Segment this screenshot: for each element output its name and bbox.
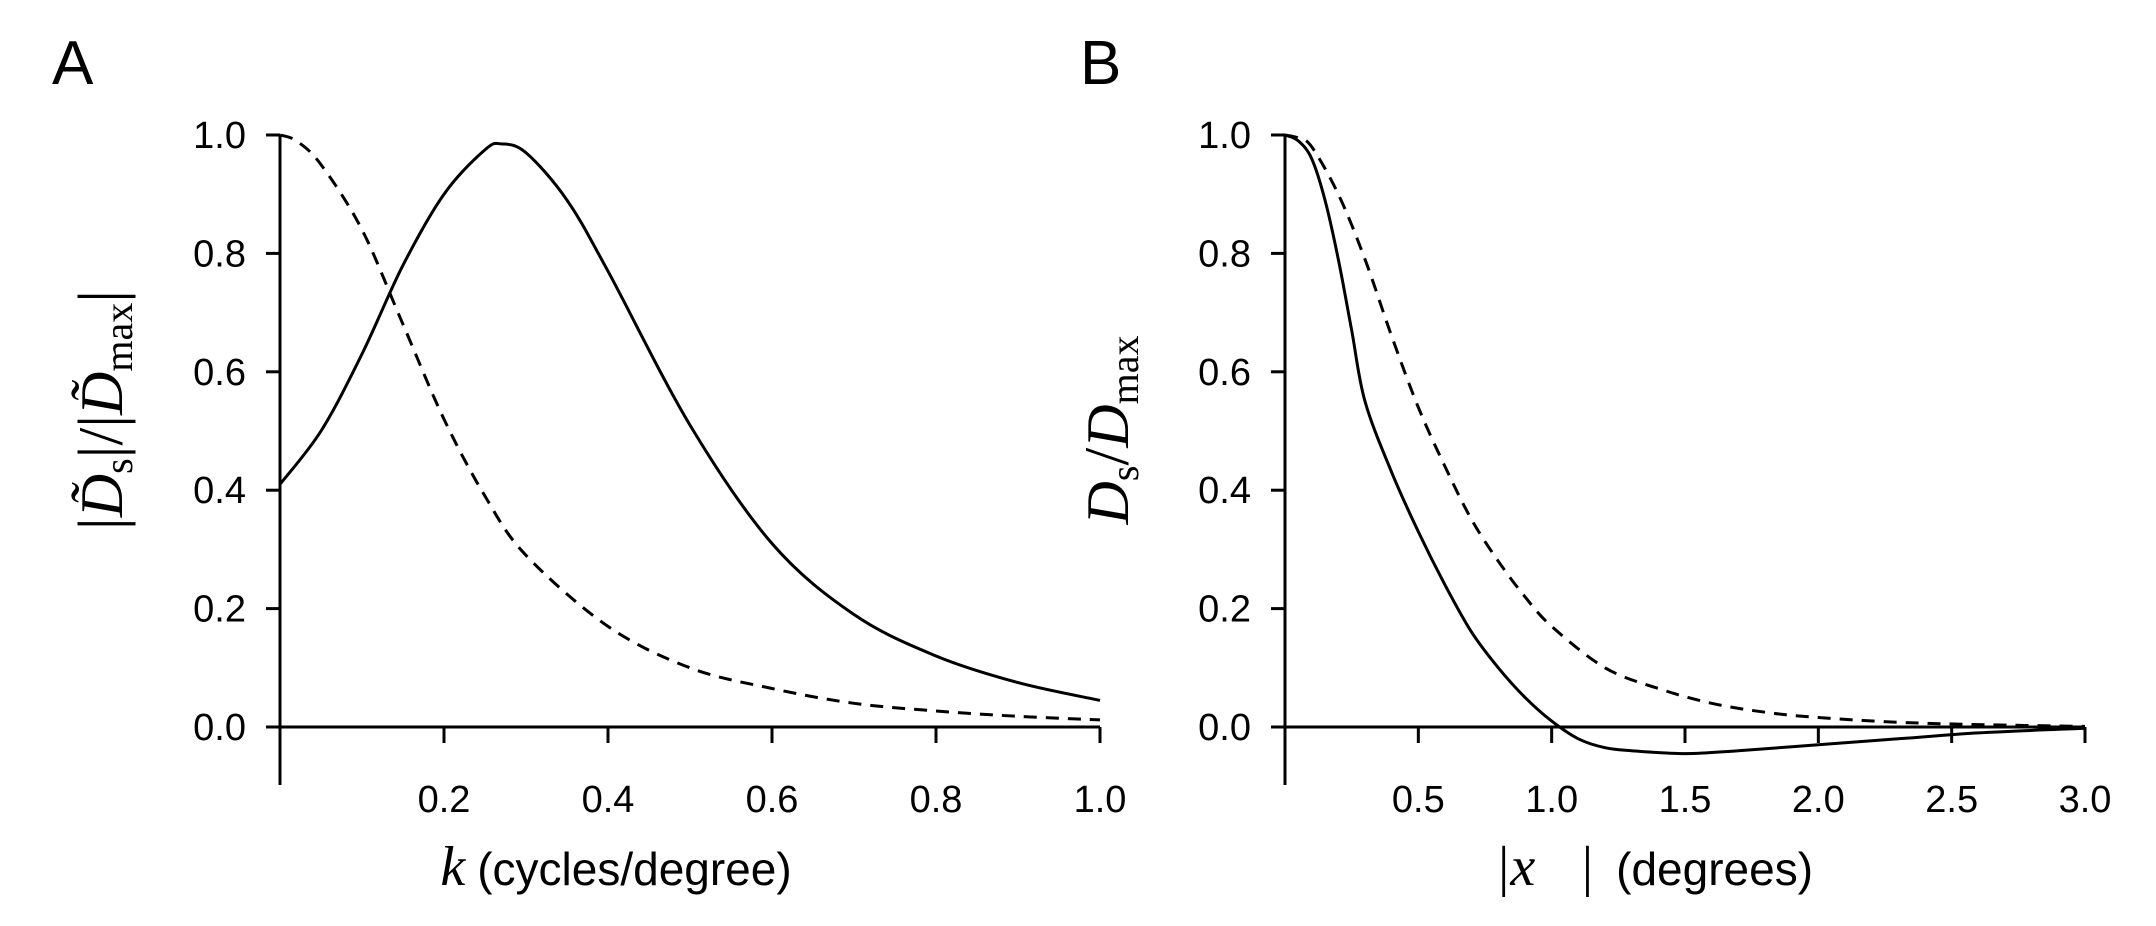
panel-a-label: A bbox=[52, 29, 94, 98]
panel-a-x-tick-label: 0.8 bbox=[910, 779, 963, 821]
panel-b-x-axis: 0.5 1.0 1.5 2.0 2.5 3.0 bbox=[1392, 727, 2111, 821]
panel-a-y-tick-label: 0.6 bbox=[193, 352, 246, 394]
panel-a-series-solid bbox=[278, 141, 1101, 702]
panel-b-y-tick-label: 0.8 bbox=[1198, 233, 1251, 275]
panel-b-x-tick-label: 1.0 bbox=[1525, 779, 1578, 821]
panel-b-y-axis: 0.0 0.2 0.4 0.6 0.8 1.0 bbox=[1198, 115, 2085, 785]
panel-b-y-tick-label: 1.0 bbox=[1198, 115, 1251, 157]
panel-b-curves bbox=[1284, 133, 2086, 756]
panel-a: A 0.0 0.2 0.4 0.6 0.8 1.0 0.2 0.4 0.6 0.8 1.0 |D̃… bbox=[52, 29, 1126, 898]
panel-a-x-axis-label: k (cycles/degree) bbox=[440, 836, 791, 898]
panel-a-x-tick-label: 0.6 bbox=[746, 779, 799, 821]
panel-a-y-tick-label: 0.0 bbox=[193, 707, 246, 749]
panel-b-x-axis-label: |x⃗| (degrees) bbox=[1495, 836, 1813, 898]
panel-b-x-tick-label: 1.5 bbox=[1659, 779, 1712, 821]
panel-b-y-tick-label: 0.6 bbox=[1198, 352, 1251, 394]
panel-b-series-solid bbox=[1284, 133, 2086, 756]
panel-a-y-axis-label: |D̃s|/|D̃max| bbox=[65, 290, 141, 530]
panel-a-x-tick-label: 0.2 bbox=[418, 779, 471, 821]
panel-b-x-tick-label: 2.0 bbox=[1792, 779, 1845, 821]
panel-b-y-tick-label: 0.4 bbox=[1198, 470, 1251, 512]
panel-b-x-tick-label: 3.0 bbox=[2059, 779, 2112, 821]
panel-b: B 0.00.20.40.60.81.0 0.5 1.0 1.5 2.0 2.5 3.0 … bbox=[1071, 29, 2111, 898]
panel-a-x-tick-label: 1.0 bbox=[1074, 779, 1127, 821]
panel-b-series-dashed bbox=[1284, 133, 2086, 728]
panel-a-y-axis: 0.0 0.2 0.4 0.6 0.8 1.0 bbox=[193, 115, 1100, 785]
panel-a-x-axis: 0.2 0.4 0.6 0.8 1.0 bbox=[418, 727, 1127, 821]
panel-b-y-tick-label: 0.0 bbox=[1198, 707, 1251, 749]
panel-b-y-axis-label: Ds/Dmax bbox=[1071, 336, 1147, 526]
panel-a-x-tick-label: 0.4 bbox=[582, 779, 635, 821]
panel-b-x-tick-label: 0.5 bbox=[1392, 779, 1445, 821]
panel-b-y-tick-label: 0.2 bbox=[1198, 589, 1251, 631]
panel-a-y-tick-label: 0.8 bbox=[193, 233, 246, 275]
panel-a-y-tick-label: 1.0 bbox=[193, 115, 246, 157]
panel-a-series-dashed bbox=[279, 133, 1101, 722]
panel-a-curves bbox=[278, 133, 1101, 722]
panel-b-x-tick-label: 2.5 bbox=[1925, 779, 1978, 821]
panel-a-y-tick-label: 0.2 bbox=[193, 589, 246, 631]
panel-b-label: B bbox=[1080, 29, 1121, 98]
panel-a-y-tick-label: 0.4 bbox=[193, 470, 246, 512]
